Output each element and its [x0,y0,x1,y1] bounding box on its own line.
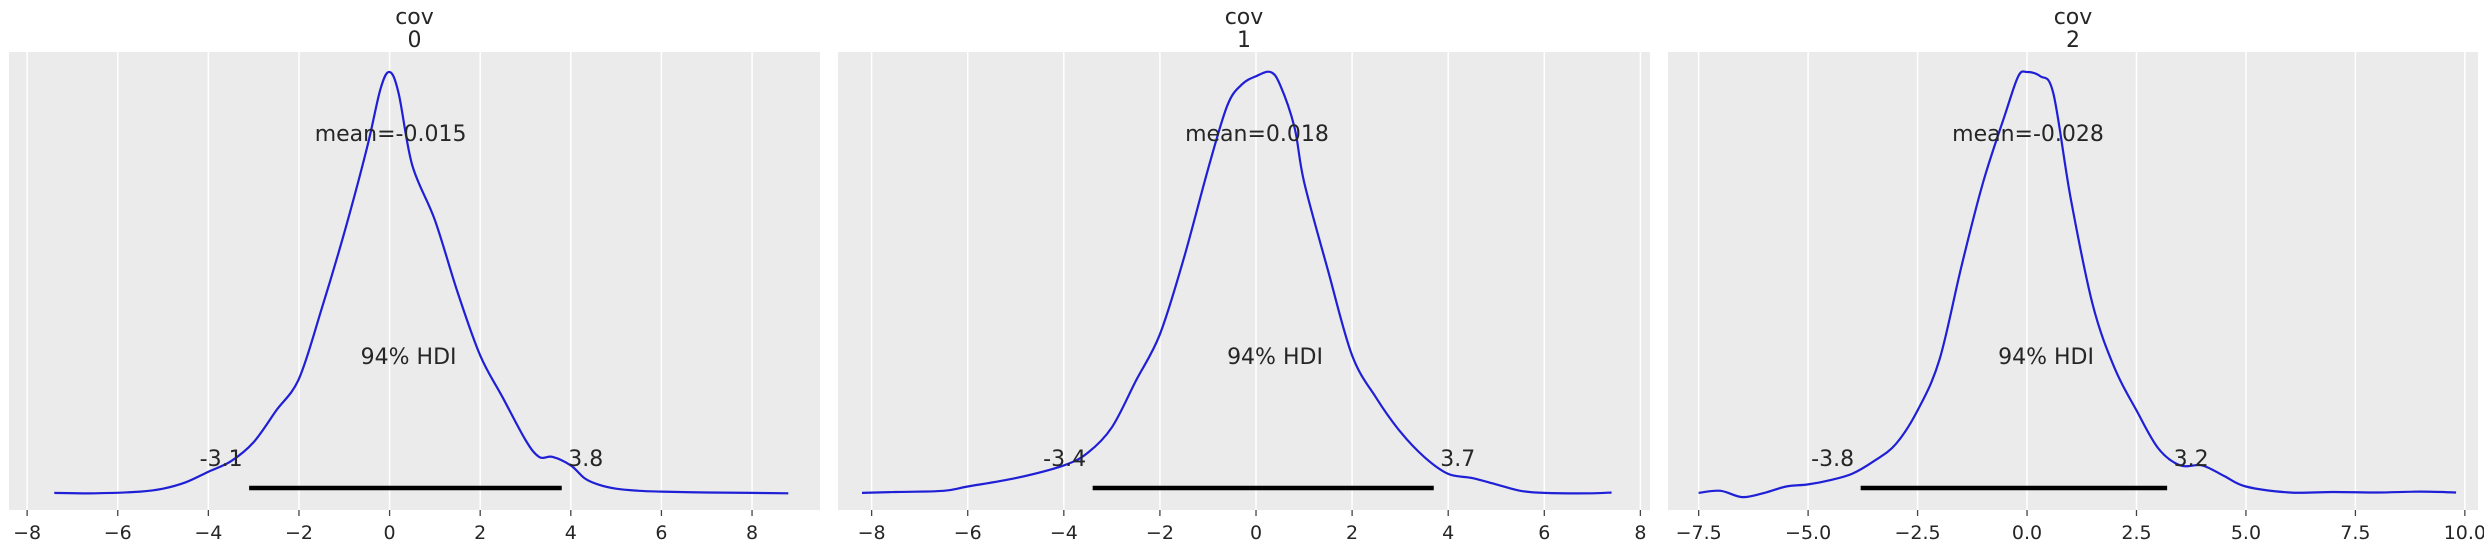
hdi-label: 94% HDI [361,345,457,370]
panel-title-line: 2 [2066,28,2080,53]
x-tick-label: 5.0 [2231,522,2261,544]
x-tick-label: −8 [858,522,886,544]
mean-label: mean=-0.028 [1952,122,2104,147]
density-curve [54,70,789,495]
plot-area [1668,52,2478,510]
x-tick-label: 2 [1346,522,1358,544]
x-tick-label: −4 [1050,522,1078,544]
hdi-low-label: -3.1 [200,447,243,472]
x-tick-label: 4 [1442,522,1454,544]
x-tick-label: −6 [104,522,132,544]
x-tick-label: −4 [194,522,222,544]
plot-area [9,52,820,510]
x-tick-label: 0 [384,522,396,544]
x-tick-label: −5.0 [1785,522,1831,544]
x-tick-label: −7.5 [1676,522,1722,544]
mean-label: mean=-0.015 [315,122,467,147]
x-tick-label: −6 [954,522,982,544]
hdi-label: 94% HDI [1998,345,2094,370]
x-tick-label: 7.5 [2340,522,2370,544]
panel-title-line: cov [395,5,434,30]
x-tick-label: 8 [1634,522,1646,544]
x-tick-label: −2 [1146,522,1174,544]
hdi-low-label: -3.8 [1811,447,1854,472]
density-curve [1698,70,2457,499]
panel-title-line: 0 [408,28,422,53]
x-tick-label: 0.0 [2012,522,2042,544]
x-tick-label: 6 [655,522,667,544]
x-tick-label: 2.5 [2121,522,2151,544]
hdi-low-label: -3.4 [1043,447,1086,472]
panel-title-line: 1 [1237,28,1251,53]
hdi-high-label: 3.2 [2174,447,2209,472]
panel-title-line: cov [1225,5,1264,30]
panel-title-line: cov [2054,5,2093,30]
x-tick-label: 8 [746,522,758,544]
mean-label: mean=0.018 [1185,122,1329,147]
x-tick-label: 4 [565,522,577,544]
plot-area [838,52,1650,510]
x-tick-label: 10.0 [2444,522,2484,544]
density-curve [861,70,1612,495]
x-tick-label: −2.5 [1894,522,1940,544]
x-tick-label: 2 [474,522,486,544]
x-tick-label: 6 [1538,522,1550,544]
x-tick-label: −2 [285,522,313,544]
x-tick-label: −8 [13,522,41,544]
x-tick-label: 0 [1250,522,1262,544]
hdi-label: 94% HDI [1227,345,1323,370]
hdi-high-label: 3.8 [568,447,603,472]
hdi-high-label: 3.7 [1440,447,1475,472]
